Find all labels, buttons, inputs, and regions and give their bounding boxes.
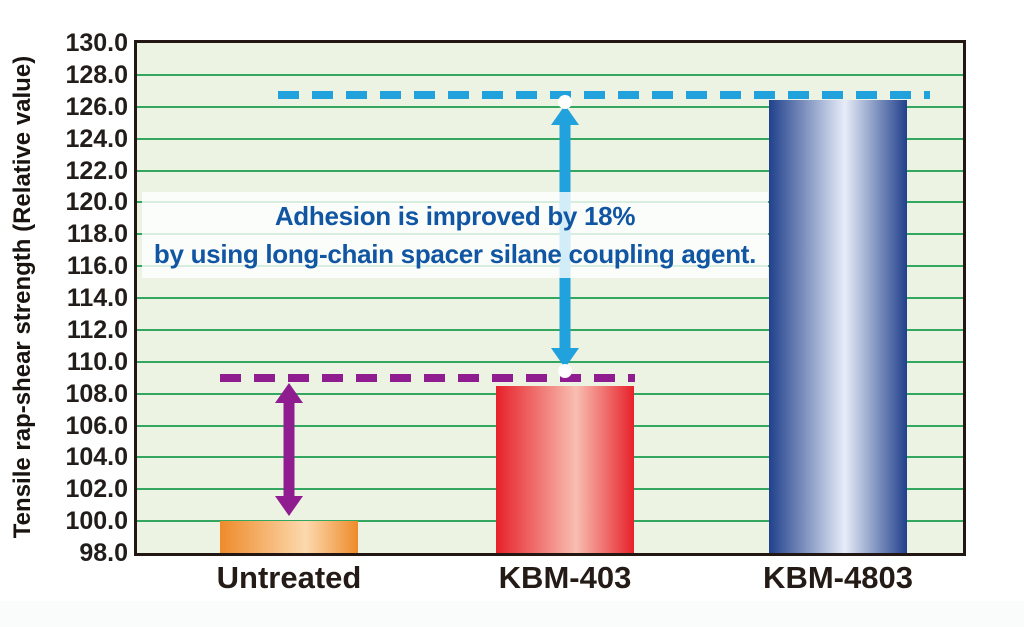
y-tick-label-104.0: 104.0 [65,443,128,472]
annotation-line-2: by using long-chain spacer silane coupli… [153,239,757,269]
y-tick-label-108.0: 108.0 [65,379,128,408]
y-tick-label-116.0: 116.0 [66,252,128,281]
bar-untreated [220,521,358,553]
annotation-line-1: Adhesion is improved by 18% [274,201,636,231]
y-tick-label-130.0: 130.0 [65,29,128,57]
gridline-112.0 [137,328,963,331]
y-tick-label-112.0: 112.0 [66,315,128,344]
arrow-head-up [275,383,303,404]
reference-line-kbm403-level [220,374,635,383]
y-tick-label-122.0: 122.0 [65,156,128,185]
arrow-endpoint-circle-top [558,94,572,109]
y-tick-label-128.0: 128.0 [65,60,128,89]
bar-kbm-403 [496,385,634,553]
gridline-124.0 [137,137,963,140]
y-tick-label-114.0: 114.0 [66,284,128,312]
gridline-122.0 [137,169,963,172]
x-tick-label-untreated: Untreated [216,560,362,595]
arrow-head-down [275,495,303,516]
y-tick-label-120.0: 120.0 [65,188,128,217]
y-tick-label-126.0: 126.0 [65,92,128,121]
footer-strip [0,601,1024,627]
gridline-110.0 [137,360,963,363]
arrow-head-up [551,104,579,125]
range-arrow-untreated-to-kbm403 [275,383,303,516]
bar-kbm-4803 [769,100,907,553]
y-tick-label-106.0: 106.0 [65,411,128,440]
gridline-114.0 [137,297,963,299]
reference-line-kbm4803-level [278,90,930,99]
arrow-shaft [283,397,295,502]
gridline-128.0 [137,73,963,76]
annotation-box: Adhesion is improved by 18% by using lon… [142,192,768,278]
x-tick-label-kbm-403: KBM-403 [498,560,632,595]
gridline-126.0 [137,105,963,108]
y-tick-label-124.0: 124.0 [65,124,128,153]
arrow-endpoint-circle-bottom [558,364,572,379]
y-tick-label-98.0: 98.0 [79,539,128,567]
x-tick-label-kbm-4803: KBM-4803 [763,560,913,595]
y-tick-label-102.0: 102.0 [65,475,128,504]
arrow-head-down [551,348,579,369]
y-tick-label-100.0: 100.0 [65,507,128,536]
plot-area [134,40,966,556]
y-tick-label-110.0: 110.0 [66,347,128,376]
y-tick-label-118.0: 118.0 [66,220,128,249]
